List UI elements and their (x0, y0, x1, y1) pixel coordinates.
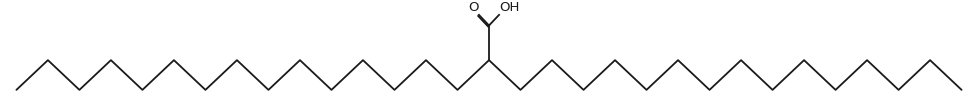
Text: O: O (468, 1, 479, 14)
Text: OH: OH (499, 1, 520, 14)
